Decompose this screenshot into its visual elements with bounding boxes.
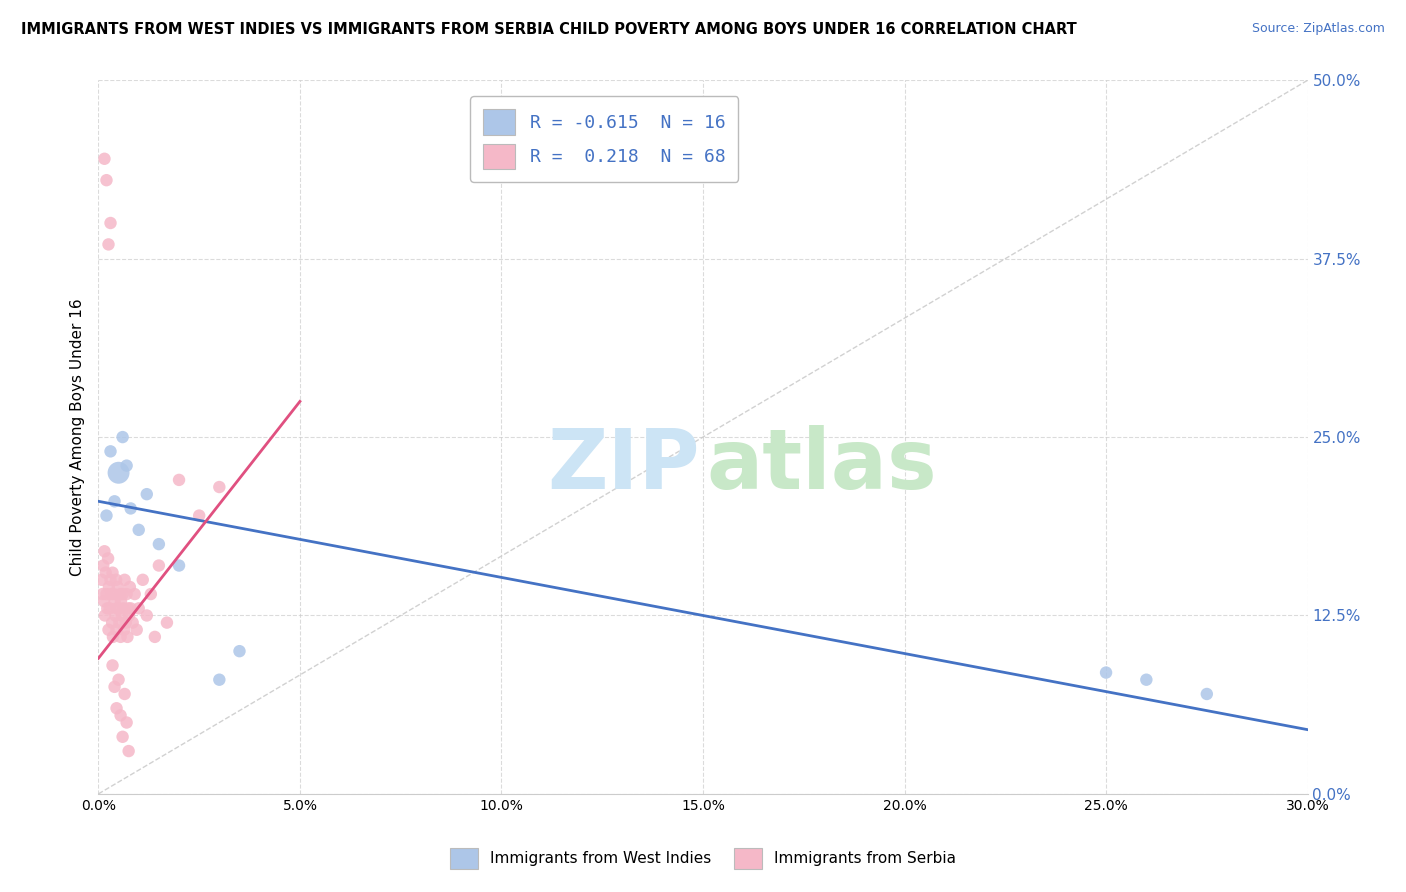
Point [101, 630, 124, 644]
Point [97, 580, 120, 594]
Point [105, 573, 128, 587]
Point [208, 480, 231, 494]
Point [156, 615, 179, 630]
Point [112, 623, 135, 637]
Legend: Immigrants from West Indies, Immigrants from Serbia: Immigrants from West Indies, Immigrants … [444, 841, 962, 875]
Text: ZIP: ZIP [547, 425, 699, 506]
Point [188, 508, 211, 523]
Point [125, 623, 148, 637]
Point [1095, 665, 1118, 680]
Point [228, 644, 250, 658]
Point [167, 558, 190, 573]
Point [107, 601, 129, 615]
Point [118, 608, 141, 623]
Point [148, 558, 170, 573]
Point [114, 687, 136, 701]
Point [1195, 687, 1218, 701]
Point [104, 608, 127, 623]
Point [128, 601, 150, 615]
Point [96, 601, 118, 615]
Point [101, 658, 124, 673]
Point [96, 173, 118, 187]
Point [111, 608, 134, 623]
Text: atlas: atlas [707, 425, 938, 506]
Y-axis label: Child Poverty Among Boys Under 16: Child Poverty Among Boys Under 16 [69, 298, 84, 576]
Point [97, 623, 120, 637]
Point [93, 152, 115, 166]
Point [114, 615, 136, 630]
Point [114, 573, 136, 587]
Point [90, 573, 112, 587]
Point [139, 587, 162, 601]
Point [97, 237, 120, 252]
Point [100, 587, 122, 601]
Point [110, 594, 132, 608]
Point [108, 587, 131, 601]
Point [98, 601, 121, 615]
Point [111, 730, 134, 744]
Point [93, 594, 115, 608]
Point [135, 608, 157, 623]
Point [148, 537, 170, 551]
Point [115, 715, 138, 730]
Point [100, 573, 122, 587]
Point [105, 701, 128, 715]
Text: Source: ZipAtlas.com: Source: ZipAtlas.com [1251, 22, 1385, 36]
Point [105, 623, 128, 637]
Point [107, 580, 129, 594]
Point [103, 494, 125, 508]
Point [121, 615, 143, 630]
Point [94, 608, 117, 623]
Point [112, 601, 135, 615]
Point [94, 566, 117, 580]
Point [107, 673, 129, 687]
Point [91, 587, 114, 601]
Point [100, 444, 122, 458]
Text: IMMIGRANTS FROM WEST INDIES VS IMMIGRANTS FROM SERBIA CHILD POVERTY AMONG BOYS U: IMMIGRANTS FROM WEST INDIES VS IMMIGRANT… [21, 22, 1077, 37]
Point [103, 587, 125, 601]
Legend: R = -0.615  N = 16, R =  0.218  N = 68: R = -0.615 N = 16, R = 0.218 N = 68 [470, 96, 738, 182]
Point [115, 587, 138, 601]
Point [108, 615, 131, 630]
Point [93, 544, 115, 558]
Point [124, 587, 146, 601]
Point [107, 466, 129, 480]
Point [117, 630, 139, 644]
Point [110, 708, 132, 723]
Point [118, 744, 141, 758]
Point [111, 430, 134, 444]
Point [128, 523, 150, 537]
Point [1135, 673, 1157, 687]
Point [103, 680, 125, 694]
Point [101, 566, 124, 580]
Point [115, 458, 138, 473]
Point [110, 630, 132, 644]
Point [118, 580, 141, 594]
Point [103, 594, 125, 608]
Point [101, 615, 124, 630]
Point [143, 630, 166, 644]
Point [120, 601, 142, 615]
Point [132, 573, 155, 587]
Point [111, 587, 134, 601]
Point [135, 487, 157, 501]
Point [100, 216, 122, 230]
Point [117, 601, 139, 615]
Point [96, 508, 118, 523]
Point [120, 501, 142, 516]
Point [91, 558, 114, 573]
Point [97, 551, 120, 566]
Point [105, 601, 128, 615]
Point [96, 587, 118, 601]
Point [167, 473, 190, 487]
Point [208, 673, 231, 687]
